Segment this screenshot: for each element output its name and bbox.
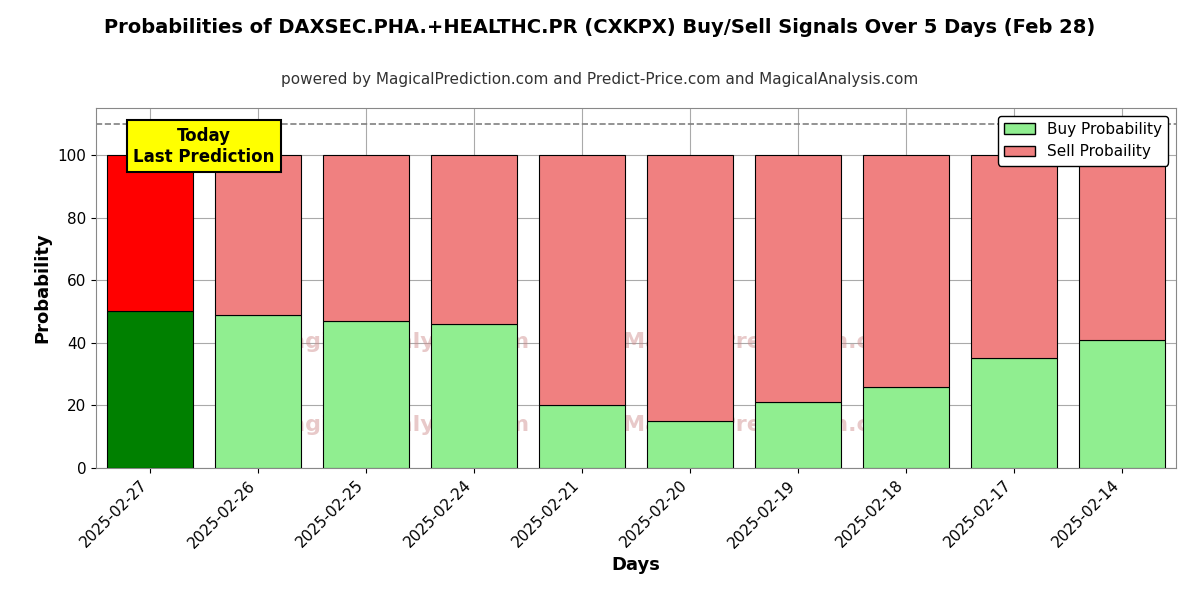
Bar (971, 155, 1057, 358)
Bar (647, 421, 733, 468)
Text: powered by MagicalPrediction.com and Predict-Price.com and MagicalAnalysis.com: powered by MagicalPrediction.com and Pre… (281, 72, 919, 87)
Bar (323, 321, 409, 468)
Bar (323, 155, 409, 321)
Y-axis label: Probability: Probability (34, 233, 52, 343)
Text: MagicalPrediction.com: MagicalPrediction.com (623, 332, 908, 352)
Bar (755, 402, 841, 468)
Bar (1079, 340, 1165, 468)
Bar (215, 314, 301, 468)
Bar (215, 155, 301, 314)
Bar (539, 406, 625, 468)
Text: Today
Last Prediction: Today Last Prediction (133, 127, 275, 166)
Bar (863, 155, 949, 386)
Bar (863, 386, 949, 468)
Bar (107, 311, 193, 468)
Bar (1079, 155, 1165, 340)
Bar (539, 155, 625, 406)
Bar (431, 324, 517, 468)
Bar (755, 155, 841, 402)
Bar (431, 155, 517, 324)
X-axis label: Days: Days (612, 556, 660, 574)
Legend: Buy Probability, Sell Probaility: Buy Probability, Sell Probaility (998, 116, 1169, 166)
Bar (647, 155, 733, 421)
Text: MagicalAnalysis.com: MagicalAnalysis.com (268, 332, 529, 352)
Bar (971, 358, 1057, 468)
Text: MagicalPrediction.com: MagicalPrediction.com (623, 415, 908, 435)
Text: MagicalAnalysis.com: MagicalAnalysis.com (268, 415, 529, 435)
Text: Probabilities of DAXSEC.PHA.+HEALTHC.PR (CXKPX) Buy/Sell Signals Over 5 Days (Fe: Probabilities of DAXSEC.PHA.+HEALTHC.PR … (104, 18, 1096, 37)
Bar (107, 155, 193, 311)
